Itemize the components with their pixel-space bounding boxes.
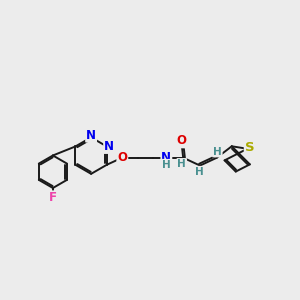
Text: H: H: [162, 160, 171, 170]
Text: O: O: [117, 151, 127, 164]
Text: H: H: [177, 159, 186, 169]
Text: O: O: [177, 134, 187, 147]
Text: N: N: [86, 129, 96, 142]
Text: F: F: [49, 191, 57, 204]
Text: H: H: [213, 146, 222, 157]
Text: S: S: [245, 141, 254, 154]
Text: N: N: [104, 140, 114, 153]
Text: N: N: [161, 151, 171, 164]
Text: H: H: [195, 167, 204, 177]
